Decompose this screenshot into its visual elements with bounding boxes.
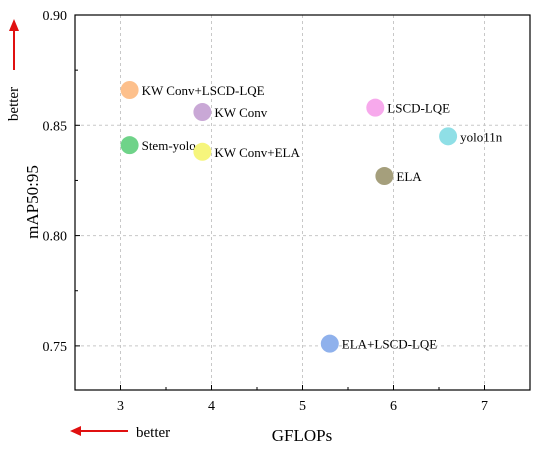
y-tick-label: 0.85 <box>43 119 68 134</box>
x-tick-label: 6 <box>390 399 397 414</box>
y-tick-label: 0.90 <box>43 9 68 24</box>
data-points: KW Conv+LSCD-LQE KW Conv Stem-yolo KW Conv+… <box>120 81 503 353</box>
point-kw-conv-lscd-lqe <box>120 81 139 99</box>
x-axis-label: GFLOPs <box>272 426 332 445</box>
better-x-indicator: better <box>70 425 170 441</box>
up-arrow-icon <box>9 19 19 31</box>
x-tick-label: 7 <box>481 399 488 414</box>
point-label-ela-lscd-lqe: ELA+LSCD-LQE <box>342 337 437 352</box>
better-y-label: better <box>6 87 22 121</box>
point-stem-yolo <box>120 136 139 155</box>
y-axis-label: mAP50:95 <box>23 165 42 239</box>
point-lscd-lqe <box>366 98 385 117</box>
y-tick-label: 0.80 <box>43 230 68 245</box>
point-ela <box>375 167 394 186</box>
point-kw-conv-ela <box>193 142 212 161</box>
x-tick-label: 3 <box>117 399 124 414</box>
y-tick-label: 0.75 <box>43 340 68 355</box>
point-label-yolo11n: yolo11n <box>460 129 503 144</box>
point-label-kw-conv-lscd-lqe: KW Conv+LSCD-LQE <box>142 83 265 98</box>
grid-lines <box>75 14 530 390</box>
point-ela-lscd-lqe <box>320 334 339 353</box>
point-label-kw-conv-ela: KW Conv+ELA <box>214 145 300 160</box>
point-yolo11n <box>439 127 458 146</box>
point-kw-conv <box>193 103 212 122</box>
better-x-label: better <box>136 425 170 441</box>
better-y-indicator: better <box>6 19 22 121</box>
x-tick-label: 5 <box>299 399 306 414</box>
left-arrow-icon <box>70 426 81 436</box>
point-label-ela: ELA <box>396 169 422 184</box>
point-label-stem-yolo: Stem-yolo <box>142 138 196 153</box>
x-tick-label: 4 <box>208 399 215 414</box>
point-label-kw-conv: KW Conv <box>214 105 267 120</box>
point-label-lscd-lqe: LSCD-LQE <box>387 101 450 116</box>
axis-ticks: 3 4 5 6 7 0.75 0.80 0.85 0.90 <box>43 9 489 414</box>
